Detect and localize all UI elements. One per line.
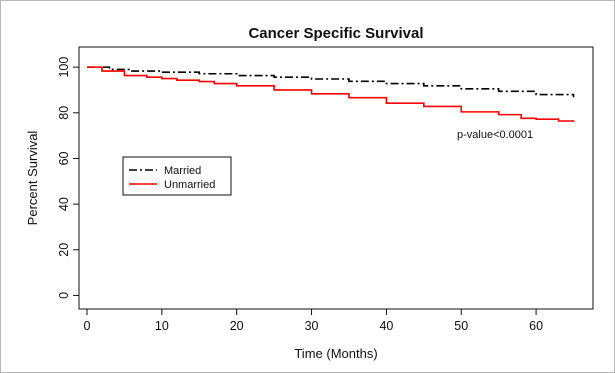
- series-line-married: [87, 66, 575, 98]
- x-axis: 0 10 20 30 40 50 60: [84, 309, 543, 333]
- p-value-annotation: p-value<0.0001: [457, 129, 533, 141]
- y-tick-label: 60: [57, 151, 71, 165]
- y-tick-label: 0: [57, 292, 71, 299]
- legend-label-unmarried: Unmarried: [164, 179, 215, 191]
- legend-box: [122, 156, 232, 196]
- chart-title: Cancer Specific Survival: [248, 25, 423, 42]
- y-tick-label: 100: [57, 57, 71, 78]
- legend-label-married: Married: [164, 165, 201, 177]
- plot-area: [78, 46, 594, 310]
- legend: Married Unmarried: [122, 156, 232, 196]
- x-tick-label: 0: [84, 319, 91, 333]
- x-tick-label: 40: [379, 319, 393, 333]
- series-layer: [87, 66, 575, 122]
- x-tick-label: 60: [529, 319, 543, 333]
- series-line-unmarried: [87, 66, 575, 122]
- y-tick-label: 80: [57, 106, 71, 120]
- y-axis-label: Percent Survival: [25, 131, 40, 226]
- legend-entries: Married Unmarried: [129, 165, 215, 191]
- y-tick-label: 20: [57, 243, 71, 257]
- x-tick-label: 50: [454, 319, 468, 333]
- x-tick-label: 30: [305, 319, 319, 333]
- y-tick-label: 40: [57, 197, 71, 211]
- x-tick-label: 20: [230, 319, 244, 333]
- y-axis: 0 20 40 60 80 100: [57, 57, 79, 299]
- x-axis-label: Time (Months): [294, 346, 377, 361]
- x-tick-label: 10: [155, 319, 169, 333]
